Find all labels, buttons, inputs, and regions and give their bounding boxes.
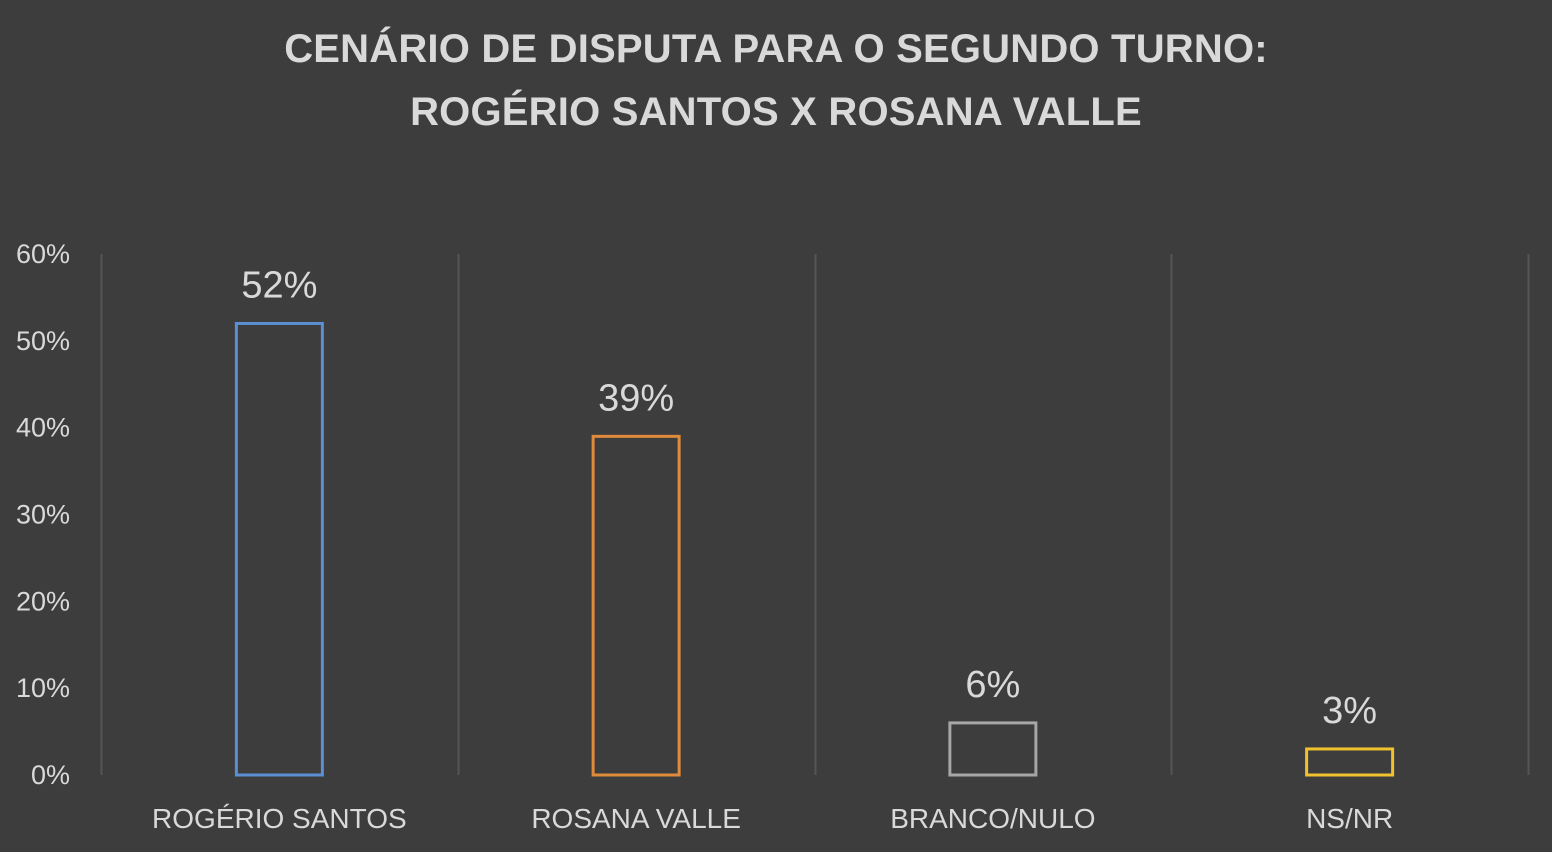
chart-title-line-1: CENÁRIO DE DISPUTA PARA O SEGUNDO TURNO:	[284, 27, 1268, 71]
x-tick-label: ROSANA VALLE	[531, 803, 741, 834]
data-label: 6%	[965, 664, 1020, 706]
x-tick-label: ROGÉRIO SANTOS	[152, 803, 407, 834]
data-label: 52%	[241, 264, 317, 306]
y-tick-label: 30%	[16, 500, 70, 530]
x-tick-label: BRANCO/NULO	[890, 803, 1095, 834]
data-label: 3%	[1322, 690, 1377, 732]
y-tick-label: 0%	[31, 760, 70, 790]
bar[interactable]	[591, 434, 681, 777]
bar[interactable]	[1305, 747, 1395, 777]
bar[interactable]	[234, 321, 324, 777]
chart-title-line-2: ROGÉRIO SANTOS X ROSANA VALLE	[410, 90, 1142, 134]
y-tick-label: 10%	[16, 673, 70, 703]
x-tick-label: NS/NR	[1306, 803, 1393, 834]
y-tick-label: 50%	[16, 326, 70, 356]
data-label: 39%	[598, 377, 674, 419]
y-tick-label: 20%	[16, 586, 70, 616]
y-tick-label: 40%	[16, 413, 70, 443]
y-tick-label: 60%	[16, 239, 70, 269]
bar[interactable]	[948, 721, 1038, 777]
